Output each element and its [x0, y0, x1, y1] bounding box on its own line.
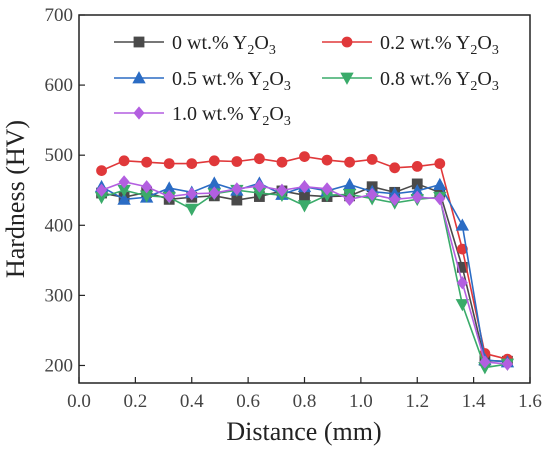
legend-marker	[340, 72, 354, 85]
data-point	[434, 192, 446, 206]
axis-ticks: 0.0 0.2 0.4 0.6 0.8 1.0 1.2 1.4 1.6 200 300 400 500 6…	[45, 5, 542, 412]
data-point	[411, 190, 423, 204]
data-point	[253, 153, 265, 165]
legend-item: 0.5 wt.% Y2O3	[114, 68, 291, 94]
y-tick-label: 300	[45, 285, 74, 306]
data-point	[231, 156, 243, 167]
data-point	[163, 189, 175, 204]
x-tick-label: 0.6	[236, 391, 260, 412]
y-axis-title: Hardness (HV)	[1, 120, 30, 278]
data-point	[389, 192, 401, 206]
data-point	[141, 180, 153, 194]
data-point	[297, 200, 312, 213]
legend-item: 1.0 wt.% Y2O3	[114, 103, 291, 129]
data-point	[366, 153, 378, 165]
data-point	[479, 355, 491, 369]
x-tick-label: 0.2	[124, 391, 148, 412]
data-point	[366, 187, 378, 202]
data-point	[96, 183, 108, 197]
data-point	[117, 192, 131, 205]
x-tick-label: 1.0	[349, 391, 373, 412]
legend-label: 0.2 wt.% Y2O3	[380, 32, 499, 58]
data-point	[321, 154, 333, 166]
data-point	[456, 261, 468, 273]
data-point	[186, 187, 198, 201]
legend-marker	[133, 106, 145, 120]
legend-label: 0.5 wt.% Y2O3	[172, 68, 291, 94]
x-tick-label: 0.4	[180, 391, 204, 412]
data-point	[299, 151, 310, 162]
data-point	[389, 162, 401, 174]
data-point	[434, 158, 446, 170]
data-point	[186, 158, 198, 170]
x-tick-label: 0.0	[67, 391, 91, 412]
data-point	[344, 156, 356, 168]
data-point	[321, 182, 333, 196]
data-point	[298, 180, 311, 194]
x-tick-label: 0.8	[293, 391, 317, 412]
data-point	[118, 175, 130, 189]
data-point	[208, 155, 220, 167]
legend: 0 wt.% Y2O3 0.2 wt.% Y2O3 0.5 wt.% Y2O3 0.8…	[114, 32, 499, 129]
series-layer	[94, 151, 515, 375]
legend-label: 0.8 wt.% Y2O3	[380, 68, 499, 94]
data-point	[456, 276, 468, 290]
legend-marker	[341, 36, 353, 48]
x-tick-label: 1.2	[405, 391, 429, 412]
y-tick-label: 700	[45, 5, 74, 26]
legend-item: 0.8 wt.% Y2O3	[322, 68, 499, 94]
data-point	[276, 183, 288, 197]
legend-marker	[132, 71, 146, 84]
legend-marker	[133, 36, 145, 48]
x-tick-label: 1.4	[462, 391, 486, 412]
data-point	[455, 218, 470, 231]
series-1	[96, 151, 513, 365]
x-tick-label: 1.6	[518, 391, 542, 412]
data-point	[96, 165, 107, 177]
data-point	[344, 192, 356, 206]
data-point	[455, 299, 470, 312]
data-point	[501, 357, 513, 371]
data-point	[456, 243, 468, 255]
data-point	[118, 155, 130, 167]
y-tick-label: 600	[45, 75, 74, 96]
data-point	[231, 182, 243, 196]
data-point	[276, 156, 288, 168]
y-tick-label: 500	[45, 145, 74, 166]
legend-label: 1.0 wt.% Y2O3	[172, 103, 291, 129]
data-point	[208, 186, 220, 200]
y-tick-label: 400	[45, 215, 74, 236]
data-point	[141, 156, 153, 168]
data-point	[253, 179, 265, 193]
data-point	[185, 203, 199, 216]
legend-label: 0 wt.% Y2O3	[172, 32, 276, 58]
data-point	[433, 177, 447, 191]
legend-item: 0 wt.% Y2O3	[114, 32, 276, 58]
x-axis-title: Distance (mm)	[226, 417, 381, 446]
y-tick-label: 200	[45, 355, 74, 376]
legend-item: 0.2 wt.% Y2O3	[322, 32, 499, 58]
data-point	[411, 161, 423, 172]
series-4	[96, 175, 513, 371]
data-point	[163, 158, 175, 170]
